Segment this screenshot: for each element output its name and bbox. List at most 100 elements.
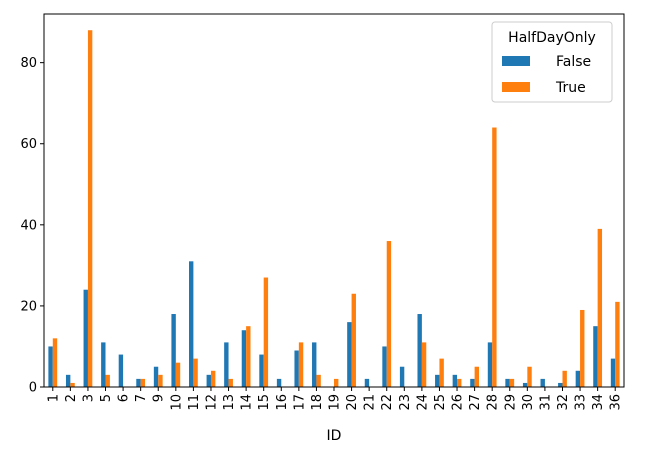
bar-true-7: [140, 378, 146, 387]
bar-true-26: [457, 378, 462, 387]
bar-true-30: [527, 366, 532, 387]
x-tick-label: 6: [117, 394, 132, 402]
bar-false-25: [435, 374, 440, 387]
x-tick-label: 25: [433, 394, 448, 411]
bar-true-9: [158, 374, 163, 387]
x-tick-label: 34: [591, 394, 606, 411]
bar-false-23: [399, 366, 405, 387]
bar-false-33: [575, 370, 581, 387]
x-tick-label: 27: [468, 394, 483, 411]
bar-true-36: [615, 301, 620, 387]
legend: HalfDayOnly False True: [491, 21, 613, 103]
x-tick-label: 17: [292, 394, 307, 411]
bar-false-12: [206, 374, 211, 387]
bar-true-10: [175, 362, 181, 387]
bar-false-16: [276, 378, 282, 387]
bar-false-20: [347, 322, 352, 387]
bar-false-3: [83, 289, 88, 387]
x-tick-label: 31: [538, 394, 553, 411]
bar-false-18: [312, 342, 317, 387]
bar-true-25: [439, 358, 444, 387]
bar-true-34: [597, 228, 603, 387]
x-tick-label: 20: [345, 394, 360, 411]
bar-true-29: [509, 378, 515, 387]
bar-false-5: [101, 342, 106, 387]
bar-false-10: [171, 314, 176, 387]
x-tick-label: 1: [46, 394, 61, 402]
bar-false-15: [259, 354, 264, 387]
bar-true-33: [580, 309, 585, 387]
bar-true-20: [351, 293, 356, 387]
bar-true-2: [70, 382, 75, 387]
x-tick-label: 11: [187, 394, 202, 411]
y-tick-label: 20: [20, 299, 37, 314]
x-tick-label: 22: [380, 394, 395, 411]
x-tick-label: 5: [99, 394, 114, 402]
legend-label-true: True: [555, 80, 586, 96]
x-tick-label: 2: [64, 394, 79, 402]
x-tick-label: 18: [310, 394, 325, 411]
x-tick-label: 21: [363, 394, 378, 411]
x-axis-label: ID: [327, 428, 342, 444]
bar-false-21: [364, 378, 370, 387]
bar-false-7: [136, 378, 141, 387]
bar-false-1: [48, 346, 53, 387]
bar-false-24: [417, 314, 422, 387]
bar-false-36: [610, 358, 616, 387]
bar-false-14: [241, 330, 247, 387]
bar-false-27: [470, 378, 475, 387]
bar-true-13: [228, 378, 233, 387]
bar-true-11: [193, 358, 198, 387]
y-tick-label: 80: [20, 56, 37, 71]
bars-group: [48, 30, 620, 388]
y-tick-label: 60: [20, 137, 37, 152]
bar-true-22: [386, 241, 392, 387]
x-tick-label: 36: [609, 394, 624, 411]
legend-label-false: False: [556, 54, 591, 70]
bar-false-31: [540, 378, 545, 387]
bar-false-13: [224, 342, 229, 387]
bar-true-27: [474, 366, 479, 387]
legend-title: HalfDayOnly: [508, 30, 596, 46]
x-tick-label: 14: [240, 394, 255, 411]
x-tick-label: 33: [574, 394, 589, 411]
bar-true-15: [263, 277, 269, 387]
y-tick-label: 0: [29, 381, 37, 396]
x-axis: 1 2 3 5 6 7 9 10 11 12 13 14 15 16 17 18 19 20 21 22 23 24 25 2…: [46, 387, 624, 411]
bar-true-17: [298, 342, 304, 387]
x-tick-label: 28: [486, 394, 501, 411]
bar-true-19: [334, 378, 339, 387]
bar-false-6: [118, 354, 124, 387]
x-tick-label: 16: [275, 394, 290, 411]
bar-false-9: [153, 366, 159, 387]
x-tick-label: 7: [134, 394, 149, 402]
x-tick-label: 23: [398, 394, 413, 411]
bar-true-3: [87, 30, 93, 387]
x-tick-label: 12: [204, 394, 219, 411]
bar-false-28: [487, 342, 493, 387]
bar-false-29: [505, 378, 510, 387]
bar-true-28: [492, 127, 497, 388]
x-tick-label: 30: [521, 394, 536, 411]
bar-true-14: [246, 326, 251, 387]
x-tick-label: 24: [415, 394, 430, 411]
x-tick-label: 13: [222, 394, 237, 411]
bar-false-17: [294, 350, 299, 387]
bar-false-22: [382, 346, 387, 387]
bar-false-26: [452, 374, 458, 387]
bar-false-2: [65, 374, 71, 387]
bar-true-18: [316, 374, 321, 387]
bar-false-32: [558, 382, 563, 387]
y-axis: 0 20 40 60 80: [20, 56, 44, 396]
x-tick-label: 3: [81, 394, 96, 402]
bar-true-1: [52, 338, 58, 387]
bar-true-24: [421, 342, 427, 387]
y-tick-label: 40: [20, 218, 37, 233]
bar-true-32: [562, 370, 567, 387]
bar-false-11: [189, 261, 194, 387]
bar-false-34: [593, 326, 598, 387]
x-tick-label: 19: [328, 394, 343, 411]
x-tick-label: 9: [152, 394, 167, 402]
x-tick-label: 29: [503, 394, 518, 411]
